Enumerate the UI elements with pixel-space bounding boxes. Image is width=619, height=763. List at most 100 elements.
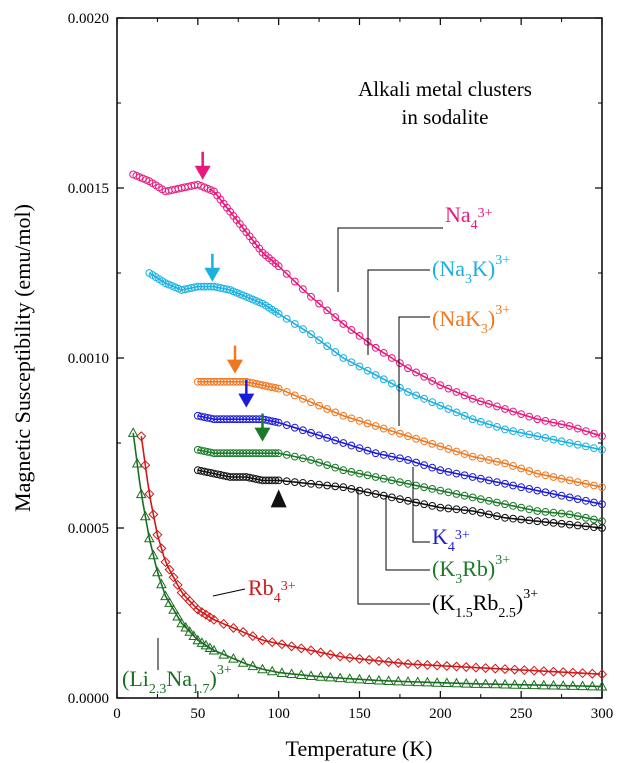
series-label-part: ) <box>488 306 495 331</box>
data-point <box>533 486 542 495</box>
data-point <box>598 483 606 492</box>
x-axis-label: Temperature (K) <box>286 736 433 761</box>
data-point <box>549 418 558 427</box>
data-point <box>525 412 534 421</box>
data-point <box>525 505 534 514</box>
data-point <box>476 508 485 517</box>
data-point <box>476 417 485 426</box>
leader-line <box>412 467 430 543</box>
data-point <box>295 669 307 679</box>
data-point <box>396 454 404 463</box>
data-point <box>452 505 461 514</box>
data-point <box>271 476 280 485</box>
data-point <box>484 400 493 408</box>
data-point <box>509 462 517 470</box>
data-point <box>470 678 482 688</box>
data-point <box>323 461 332 470</box>
data-point <box>509 427 517 436</box>
data-point <box>355 469 364 478</box>
data-point <box>420 483 429 492</box>
data-point <box>468 415 477 424</box>
series-label-part: (Na <box>432 256 465 281</box>
data-point <box>299 325 307 334</box>
data-point <box>436 486 445 495</box>
data-point <box>598 445 606 454</box>
data-point <box>558 667 569 678</box>
data-point <box>402 658 414 670</box>
data-point <box>307 456 315 464</box>
data-point <box>587 668 598 679</box>
y-axis-label: Magnetic Susceptibility (emu/mol) <box>10 204 35 512</box>
data-point <box>371 490 380 498</box>
data-point <box>541 471 550 480</box>
data-point <box>238 627 249 638</box>
data-point <box>577 680 588 691</box>
data-point <box>404 479 412 488</box>
data-point <box>533 415 542 424</box>
x-tick-label: 100 <box>267 706 290 722</box>
data-point <box>144 488 155 500</box>
data-point <box>334 672 346 683</box>
series-label-part: 4 <box>471 218 478 233</box>
data-point <box>315 671 327 681</box>
data-point <box>548 666 559 677</box>
x-tick-label: 150 <box>348 706 371 722</box>
data-point <box>565 439 574 447</box>
data-point <box>331 348 340 356</box>
data-point <box>501 479 509 488</box>
data-point <box>402 676 414 686</box>
data-point <box>347 441 356 450</box>
data-point <box>480 663 491 674</box>
data-point <box>192 604 203 615</box>
data-point <box>549 519 558 527</box>
data-point <box>420 372 429 381</box>
data-point <box>517 464 526 473</box>
data-point <box>305 670 317 680</box>
fit-curve <box>208 188 601 437</box>
data-point <box>282 269 291 278</box>
data-point <box>271 418 280 426</box>
data-point <box>276 667 288 677</box>
data-point <box>160 590 171 601</box>
data-point <box>160 556 171 568</box>
data-point <box>363 446 372 455</box>
data-point <box>525 516 534 525</box>
data-point <box>354 653 365 664</box>
transition-arrow-head <box>270 489 287 508</box>
data-point <box>452 469 461 478</box>
data-point <box>476 397 485 406</box>
data-point <box>266 665 278 676</box>
data-point <box>422 676 433 687</box>
data-point <box>501 425 509 434</box>
data-point <box>323 405 332 413</box>
data-point <box>517 503 526 512</box>
data-point <box>420 394 429 403</box>
axis-ticks: 0 50 100 150 200 250 300 0.0000 0.0005 0.0010 0.00… <box>68 11 614 722</box>
data-point <box>392 675 404 686</box>
data-point <box>581 442 590 451</box>
data-point <box>444 468 453 476</box>
series-label-part: Na <box>166 666 192 691</box>
series-label-part: 2.3 <box>149 682 167 697</box>
data-point <box>347 358 356 367</box>
data-point <box>274 476 283 485</box>
data-point <box>344 673 356 683</box>
data-point <box>549 508 558 517</box>
data-point <box>184 626 196 636</box>
series-label-part: Rb) <box>462 556 495 581</box>
data-point <box>509 514 517 523</box>
data-point <box>355 444 364 453</box>
data-point <box>573 478 582 487</box>
series-labels: Na43+(Na3K)3+(NaK3)3+K43+(K3Rb)3+(K1.5Rb… <box>122 202 538 697</box>
data-point <box>143 532 155 543</box>
series-label-part: ) <box>210 666 217 691</box>
data-point <box>307 398 315 407</box>
data-point <box>525 467 534 475</box>
data-point <box>307 292 315 301</box>
data-point <box>152 529 163 540</box>
data-point <box>581 496 590 505</box>
data-point <box>355 486 364 495</box>
data-point <box>276 639 287 650</box>
data-point <box>460 677 472 688</box>
data-point <box>519 665 530 676</box>
